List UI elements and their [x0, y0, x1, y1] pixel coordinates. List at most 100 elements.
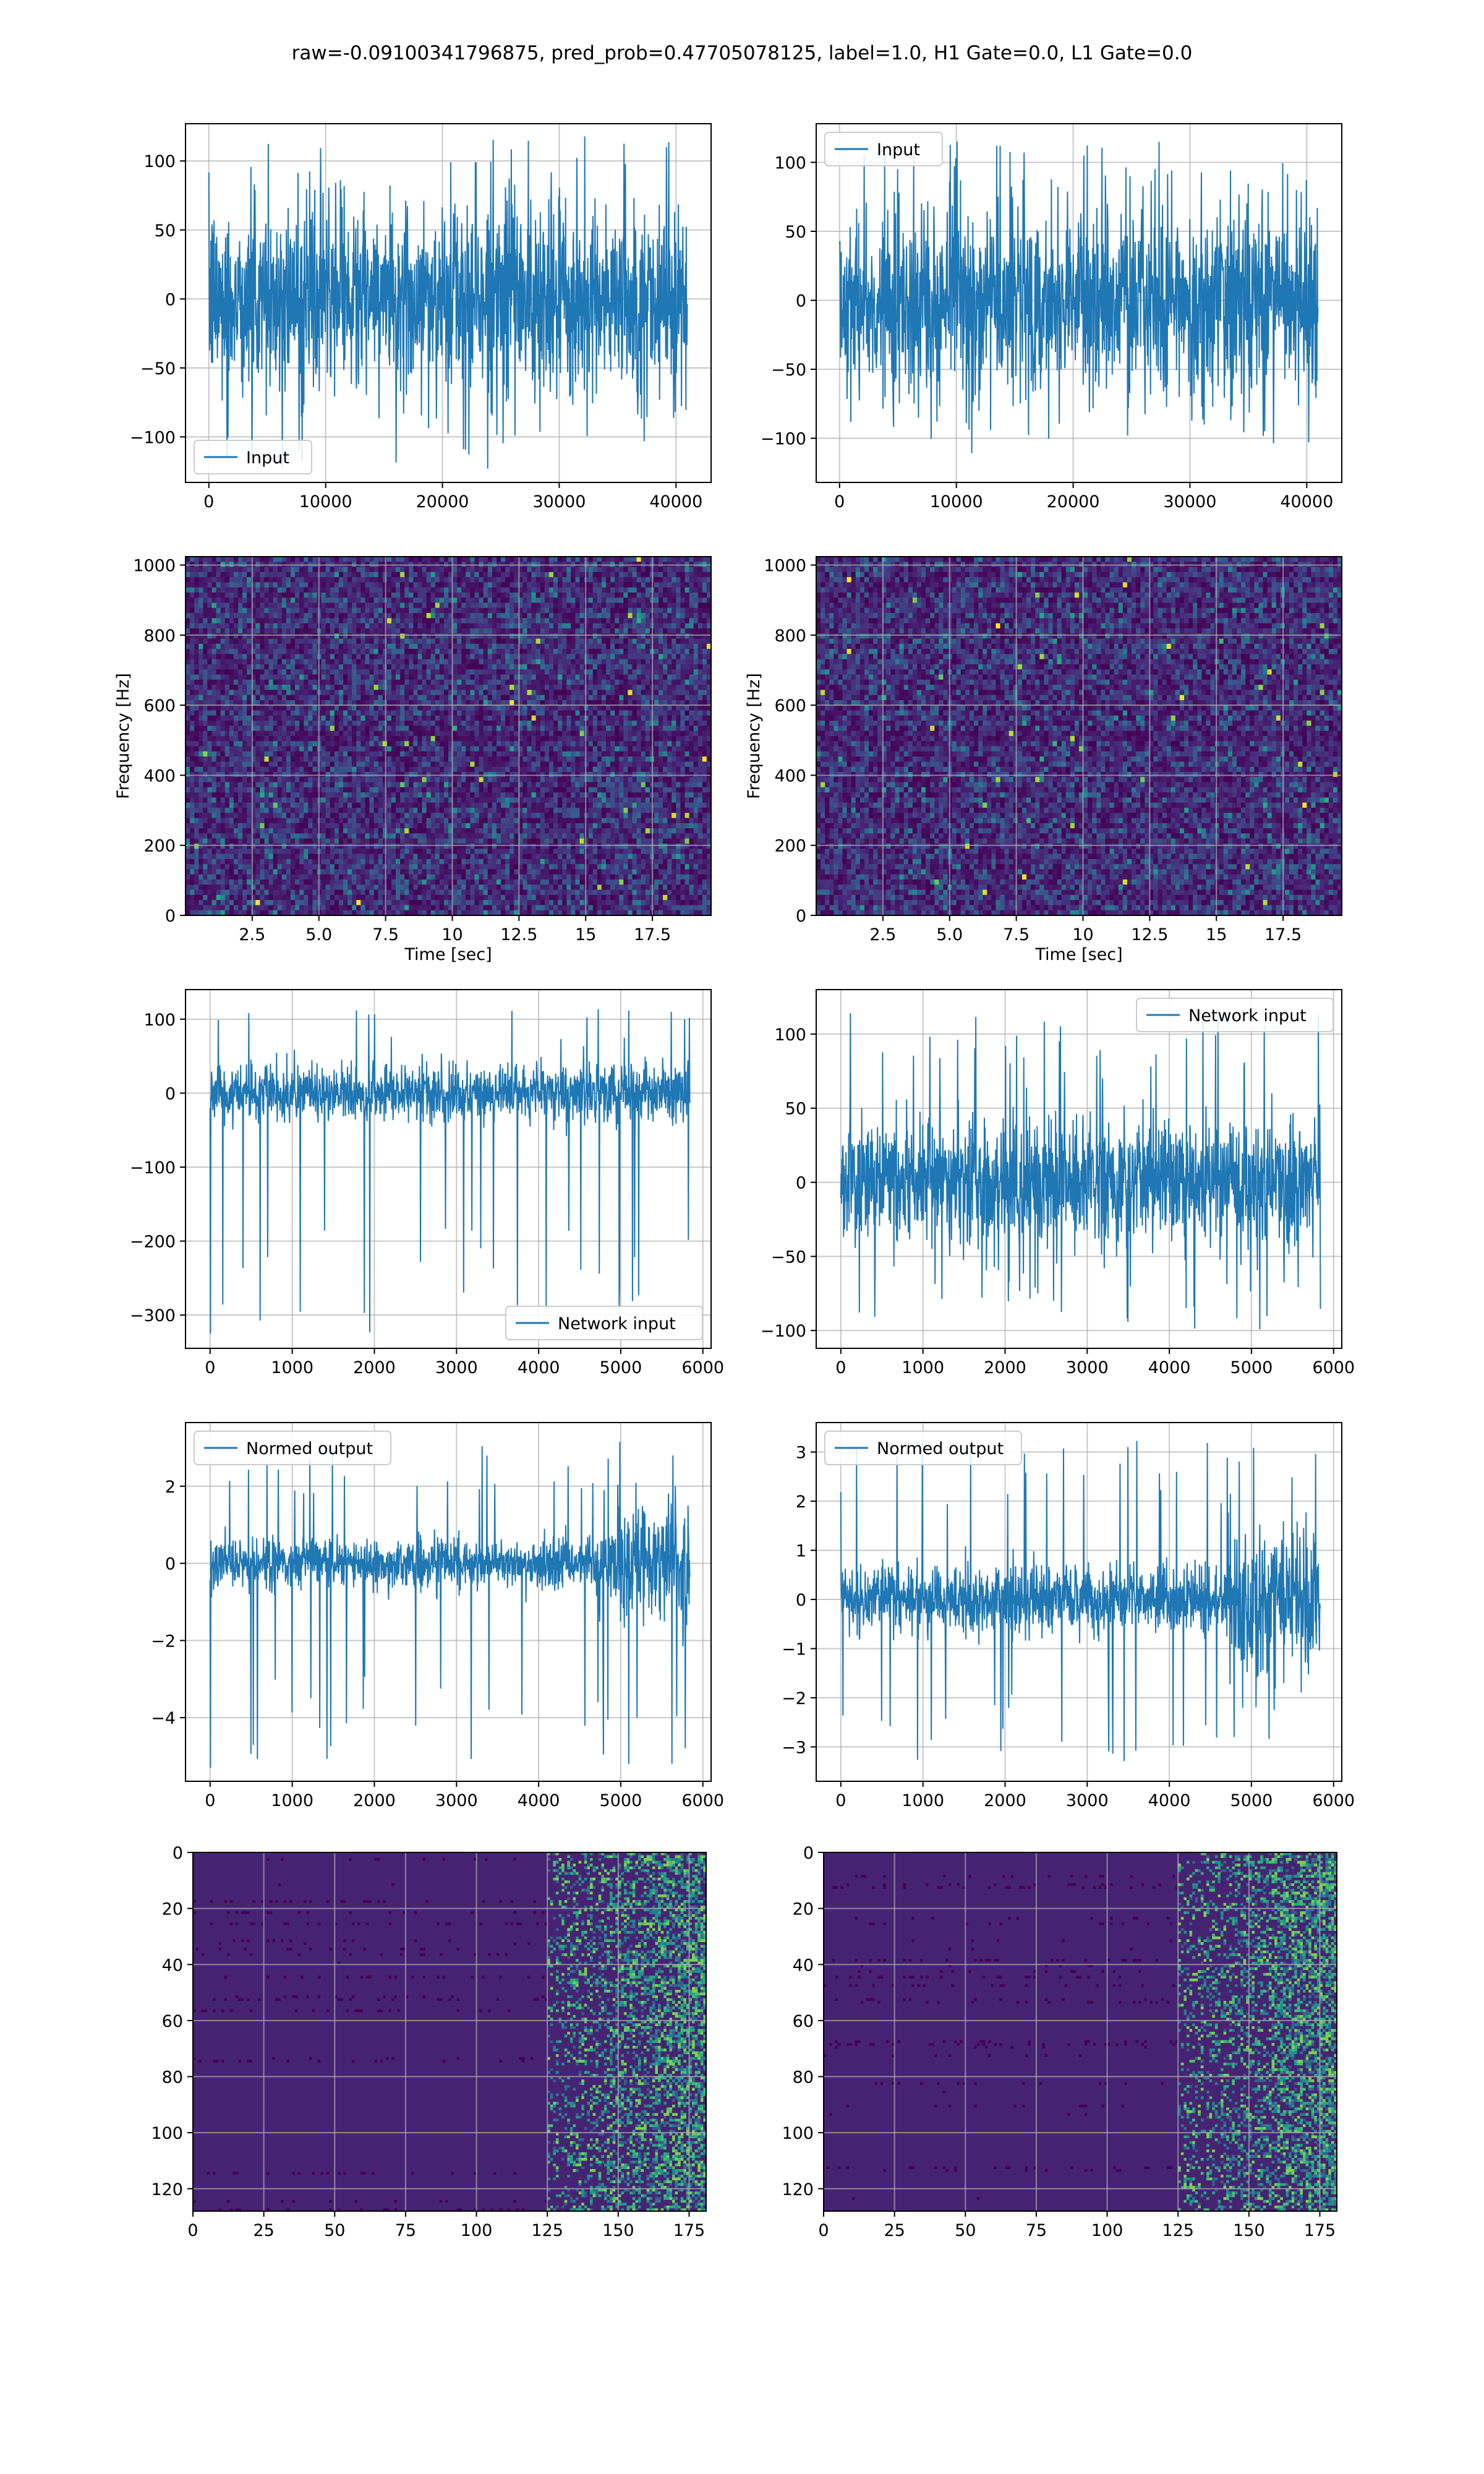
heatmap-cell	[321, 607, 326, 614]
heatmap-cell	[553, 582, 558, 588]
heatmap-cell	[291, 557, 296, 562]
heatmap-cell	[505, 721, 510, 727]
heatmap-cell	[224, 582, 230, 588]
heatmap-cell	[654, 654, 659, 660]
heatmap-cell	[373, 571, 379, 578]
heatmap-cell	[273, 602, 278, 609]
heatmap-cell	[396, 582, 401, 588]
heatmap-cell	[684, 571, 690, 578]
heatmap-cell	[426, 587, 432, 593]
heatmap-cell	[540, 618, 545, 624]
heatmap-cell	[435, 659, 440, 665]
heatmap-cell	[470, 664, 475, 670]
heatmap-cell	[457, 557, 462, 562]
heatmap-cell	[619, 690, 624, 696]
heatmap-cell	[203, 726, 208, 732]
heatmap-cell	[373, 649, 379, 655]
heatmap-cell	[211, 700, 217, 706]
heatmap-cell	[487, 618, 493, 624]
heatmap-cell	[426, 746, 432, 752]
heatmap-cell	[247, 623, 252, 629]
heatmap-cell	[198, 730, 203, 737]
heatmap-cell	[492, 664, 497, 670]
heatmap-cell	[229, 746, 234, 752]
heatmap-cell	[321, 659, 326, 665]
heatmap-cell	[386, 577, 392, 583]
series-line	[208, 136, 688, 469]
heatmap-cell	[360, 638, 366, 644]
heatmap-cell	[492, 690, 497, 696]
heatmap-cell	[369, 690, 375, 696]
heatmap-cell	[453, 669, 458, 675]
heatmap-cell	[308, 638, 313, 644]
heatmap-cell	[623, 582, 629, 588]
heatmap-cell	[610, 582, 615, 588]
heatmap-cell	[238, 736, 243, 742]
heatmap-cell	[268, 710, 274, 716]
heatmap-cell	[457, 700, 462, 706]
heatmap-cell	[198, 571, 203, 578]
heatmap-cell	[312, 690, 318, 696]
heatmap-cell	[186, 710, 190, 716]
heatmap-cell	[548, 690, 554, 696]
heatmap-cell	[413, 669, 419, 675]
heatmap-cell	[540, 751, 545, 757]
heatmap-cell	[619, 577, 624, 583]
heatmap-cell	[330, 659, 335, 665]
heatmap-cell	[510, 649, 514, 655]
heatmap-cell	[413, 638, 419, 644]
heatmap-cell	[224, 607, 230, 614]
heatmap-cell	[558, 593, 563, 598]
heatmap-cell	[268, 746, 274, 752]
heatmap-cell	[654, 659, 659, 665]
heatmap-cell	[216, 602, 221, 609]
heatmap-cell	[186, 577, 190, 583]
heatmap-cell	[268, 643, 274, 649]
heatmap-cell	[496, 730, 501, 737]
heatmap-cell	[522, 726, 528, 732]
heatmap-cell	[641, 582, 646, 588]
heatmap-cell	[632, 761, 638, 768]
heatmap-cell	[273, 597, 278, 604]
heatmap-cell	[417, 700, 423, 706]
heatmap-cell	[325, 700, 331, 706]
heatmap-cell	[352, 597, 357, 604]
heatmap-cell	[610, 659, 615, 665]
heatmap-cell	[203, 593, 208, 598]
heatmap-cell	[426, 613, 432, 619]
heatmap-cell	[702, 607, 707, 614]
heatmap-cell	[615, 633, 620, 640]
heatmap-cell	[295, 685, 300, 691]
heatmap-cell	[391, 597, 396, 604]
heatmap-cell	[194, 602, 199, 609]
heatmap-cell	[216, 664, 221, 670]
heatmap-cell	[194, 674, 199, 680]
heatmap-cell	[514, 736, 519, 742]
heatmap-cell	[453, 593, 458, 598]
heatmap-cell	[496, 664, 501, 670]
heatmap-cell	[667, 638, 672, 644]
heatmap-cell	[422, 623, 427, 629]
heatmap-cell	[457, 582, 462, 588]
heatmap-cell	[186, 571, 190, 578]
heatmap-cell	[623, 730, 629, 737]
heatmap-cell	[540, 685, 545, 691]
heatmap-cell	[663, 571, 668, 578]
heatmap-cell	[273, 730, 278, 737]
heatmap-cell	[697, 582, 703, 588]
heatmap-cell	[527, 607, 532, 614]
heatmap-cell	[186, 602, 190, 609]
heatmap-cell	[466, 721, 471, 727]
heatmap-cell	[487, 679, 493, 685]
heatmap-cell	[422, 664, 427, 670]
heatmap-cell	[281, 618, 287, 624]
heatmap-cell	[527, 746, 532, 752]
heatmap-cell	[553, 577, 558, 583]
heatmap-cell	[378, 654, 383, 660]
heatmap-cell	[505, 690, 510, 696]
heatmap-cell	[628, 582, 633, 588]
heatmap-cell	[207, 602, 213, 609]
heatmap-cell	[628, 577, 633, 583]
heatmap-cell	[659, 557, 663, 562]
heatmap-cell	[281, 674, 287, 680]
